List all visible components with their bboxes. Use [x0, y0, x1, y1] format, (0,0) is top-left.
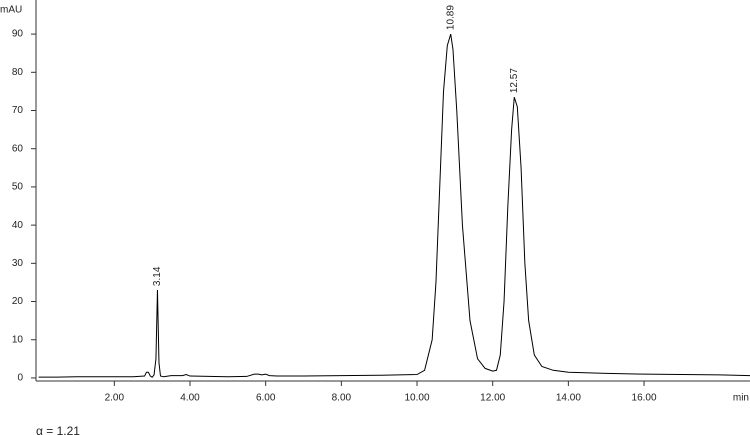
peak-label: 12.57 — [509, 68, 520, 93]
x-tick-label: 2.00 — [105, 393, 125, 404]
trace — [38, 33, 750, 378]
x-axis-label: min — [733, 393, 749, 404]
y-tick-label: 20 — [12, 296, 24, 307]
x-tick-label: 12.00 — [480, 393, 505, 404]
y-axis-label: mAU — [0, 5, 22, 16]
y-tick-label: 90 — [12, 29, 24, 40]
peak-label: 10.89 — [445, 5, 456, 30]
note: α = 1.21 — [36, 424, 80, 435]
y-tick-label: 10 — [12, 334, 24, 345]
x-tick-label: 10.00 — [405, 393, 430, 404]
x-tick-label: 14.00 — [556, 393, 581, 404]
x-tick-label: 4.00 — [180, 393, 200, 404]
y-tick-label: 50 — [12, 182, 24, 193]
y-tick-label: 70 — [12, 105, 24, 116]
y-tick-label: 60 — [12, 143, 24, 154]
x-tick-label: 8.00 — [332, 393, 352, 404]
y-tick-label: 80 — [12, 67, 24, 78]
x-tick-label: 16.00 — [632, 393, 657, 404]
y-tick-label: 0 — [17, 373, 23, 384]
y-tick-label: 40 — [12, 220, 24, 231]
peak-label: 3.14 — [152, 266, 163, 286]
x-tick-label: 6.00 — [256, 393, 276, 404]
y-tick-label: 30 — [12, 258, 24, 269]
